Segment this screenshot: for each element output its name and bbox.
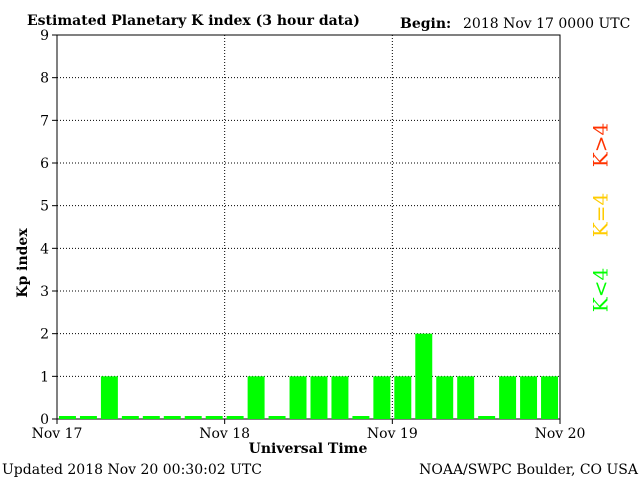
x-tick-label: Nov 18 (199, 426, 250, 442)
plot-frame (56, 34, 561, 420)
kp-bar (310, 376, 328, 419)
kp-bar (394, 376, 412, 419)
legend-item: K<4 (589, 268, 613, 312)
kp-bar (436, 376, 454, 419)
kp-bar (59, 416, 76, 419)
kp-bar (331, 376, 349, 419)
kp-bar (499, 376, 517, 419)
kp-bar (457, 376, 475, 419)
y-tick-label: 0 (40, 412, 49, 428)
x-tick-label: Nov 19 (367, 426, 418, 442)
y-tick-label: 9 (40, 28, 49, 44)
kp-bar (142, 416, 160, 419)
x-tick-label: Nov 17 (32, 426, 83, 442)
kp-bar (205, 416, 223, 419)
kp-bar (373, 376, 391, 419)
kp-bar (352, 416, 370, 419)
kp-bar (541, 376, 558, 419)
begin-value: 2018 Nov 17 0000 UTC (463, 16, 630, 32)
begin-label: Begin: (400, 16, 451, 32)
y-tick-label: 5 (40, 199, 49, 215)
kp-bar (100, 376, 118, 419)
y-tick-label: 6 (40, 156, 49, 172)
y-tick-label: 7 (40, 113, 49, 129)
y-tick-label: 8 (40, 71, 49, 87)
kp-bar (163, 416, 181, 419)
kp-bar (79, 416, 97, 419)
kp-bar (121, 416, 139, 419)
y-tick-label: 3 (40, 284, 49, 300)
y-tick-label: 4 (40, 241, 49, 257)
kp-bar (415, 333, 433, 419)
kp-bar (226, 416, 244, 419)
legend: K>4 K=4 K<4 (589, 123, 613, 312)
y-tick-label: 2 (40, 327, 49, 343)
chart-title: Estimated Planetary K index (3 hour data… (27, 13, 360, 29)
updated-timestamp: Updated 2018 Nov 20 00:30:02 UTC (2, 462, 262, 478)
kp-bar (289, 376, 307, 419)
kp-bar (268, 416, 286, 419)
kp-bar (520, 376, 538, 419)
legend-item: K=4 (589, 193, 613, 237)
source-credit: NOAA/SWPC Boulder, CO USA (419, 462, 639, 478)
x-axis-label: Universal Time (249, 441, 368, 457)
y-tick-label: 1 (40, 369, 49, 385)
x-tick-label: Nov 20 (535, 426, 586, 442)
kp-bar (478, 416, 496, 419)
y-axis-label: Kp index (15, 228, 31, 298)
kp-bar (247, 376, 265, 419)
legend-item: K>4 (589, 123, 613, 167)
kp-bar (184, 416, 202, 419)
plot-area: 0 1 2 3 4 5 6 7 8 9 Nov 17 Nov 18 Nov 19 Nov 20 (32, 28, 586, 442)
